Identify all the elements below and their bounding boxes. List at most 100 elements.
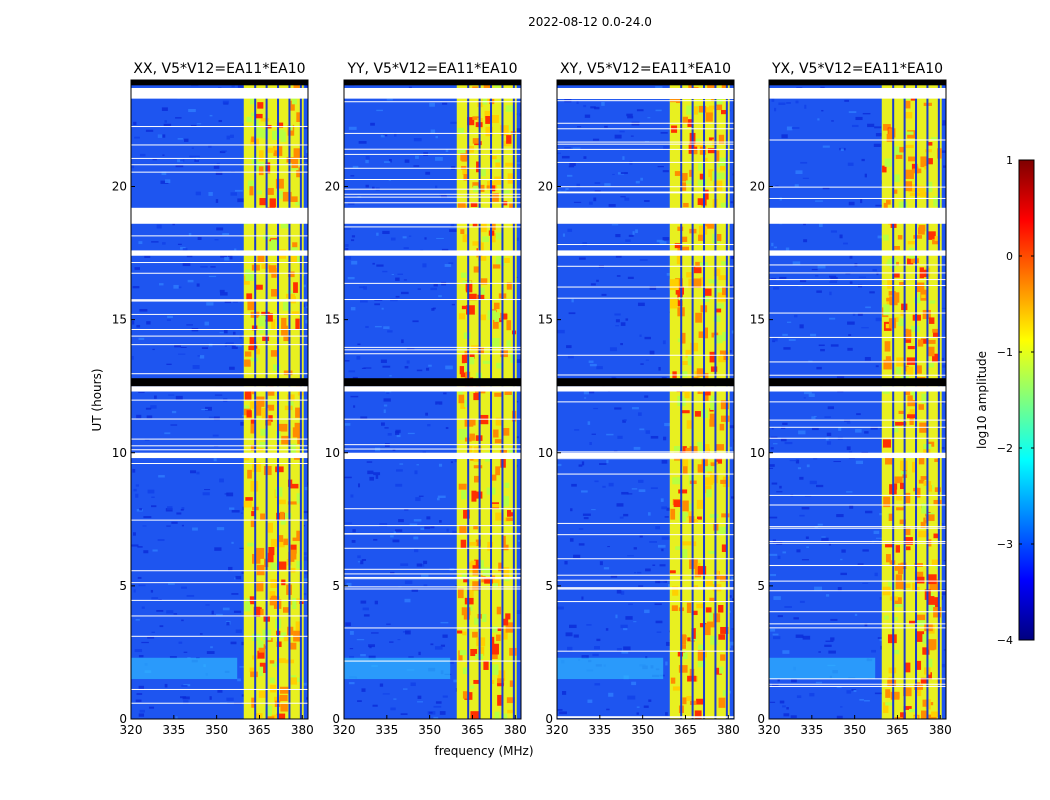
noise-cell: [166, 610, 174, 614]
noise-cell: [617, 435, 623, 439]
noise-cell: [407, 432, 415, 435]
signal-cell: [896, 507, 904, 511]
noise-cell: [368, 644, 375, 648]
noise-cell: [621, 650, 629, 654]
signal-cell: [289, 256, 298, 263]
signal-cell: [886, 298, 892, 302]
noise-cell: [871, 649, 876, 653]
signal-cell: [908, 156, 916, 162]
signal-cell: [470, 202, 478, 208]
noise-cell: [625, 318, 629, 321]
signal-cell: [463, 578, 469, 583]
noise-cell: [780, 437, 787, 442]
noise-cell: [594, 190, 601, 193]
noise-cell: [591, 433, 596, 435]
signal-cell: [296, 493, 303, 504]
noise-cell: [861, 158, 865, 162]
flag-line: [131, 91, 308, 93]
noise-cell: [301, 593, 307, 596]
noise-cell: [209, 696, 212, 700]
noise-cell: [431, 308, 435, 311]
noise-cell: [216, 527, 225, 531]
noise-cell: [444, 264, 452, 267]
signal-cell: [907, 414, 916, 419]
signal-cell: [895, 574, 903, 586]
noise-cell: [141, 641, 149, 644]
noise-cell: [731, 628, 734, 630]
noise-cell: [163, 123, 172, 127]
signal-cell: [909, 620, 917, 625]
noise-cell: [305, 319, 308, 324]
signal-cell: [895, 367, 901, 375]
signal-cell: [720, 626, 729, 634]
flag-line: [131, 235, 308, 237]
blank-time-band: [131, 378, 308, 387]
noise-cell: [624, 197, 630, 201]
noise-cell: [801, 507, 810, 510]
noise-cell: [623, 627, 628, 631]
blank-time-band: [344, 378, 521, 387]
flag-line: [344, 101, 521, 103]
signal-cell: [899, 519, 906, 525]
noise-cell: [133, 589, 136, 593]
noise-cell: [875, 133, 882, 137]
noise-cell: [809, 480, 817, 485]
noise-cell: [136, 693, 143, 695]
signal-cell: [698, 105, 707, 113]
signal-cell: [498, 562, 503, 572]
signal-cell: [460, 372, 470, 378]
flag-line: [131, 463, 308, 465]
signal-cell: [687, 675, 696, 682]
noise-cell: [379, 523, 388, 527]
noise-cell: [167, 583, 175, 585]
noise-cell: [232, 331, 236, 335]
noise-cell: [180, 696, 187, 699]
signal-cell: [714, 570, 720, 576]
noise-cell: [634, 572, 637, 574]
signal-cell: [463, 174, 469, 181]
noise-cell: [138, 584, 146, 587]
signal-cell: [261, 129, 269, 139]
noise-cell: [136, 324, 141, 328]
signal-cell: [252, 462, 262, 472]
signal-cell: [461, 165, 467, 170]
noise-cell: [344, 360, 350, 362]
signal-cell: [686, 180, 693, 184]
noise-cell: [855, 429, 862, 433]
noise-cell: [657, 580, 666, 584]
flag-line: [344, 148, 521, 150]
signal-cell: [278, 499, 286, 505]
signal-cell: [490, 643, 499, 655]
noise-cell: [143, 550, 149, 554]
noise-cell: [815, 681, 823, 684]
colorbar-tick-label: −2: [997, 442, 1013, 455]
flagged-time-band: [131, 452, 308, 459]
flag-line: [344, 533, 521, 535]
signal-cell: [283, 635, 289, 642]
colorbar-gradient: [1018, 159, 1035, 641]
noise-cell: [400, 713, 408, 716]
noise-cell: [446, 528, 449, 532]
signal-cell: [903, 687, 912, 697]
flagged-time-band: [344, 207, 521, 224]
flagged-channel: [926, 80, 929, 719]
noise-cell: [811, 268, 818, 271]
noise-cell: [131, 355, 134, 360]
signal-cell: [703, 485, 712, 494]
noise-cell: [782, 333, 788, 336]
noise-cell: [790, 715, 797, 718]
noise-cell: [728, 425, 734, 429]
noise-cell: [164, 683, 168, 688]
noise-cell: [769, 464, 775, 467]
noise-cell: [134, 136, 140, 139]
signal-cell: [885, 554, 891, 563]
noise-cell: [199, 633, 203, 635]
noise-cell: [627, 115, 634, 119]
noise-cell: [146, 415, 153, 419]
noise-cell: [875, 317, 882, 322]
x-tick-label: 380: [929, 723, 952, 737]
noise-cell: [808, 393, 815, 398]
signal-cell: [506, 510, 512, 517]
signal-cell: [458, 149, 466, 154]
noise-cell: [586, 624, 592, 626]
